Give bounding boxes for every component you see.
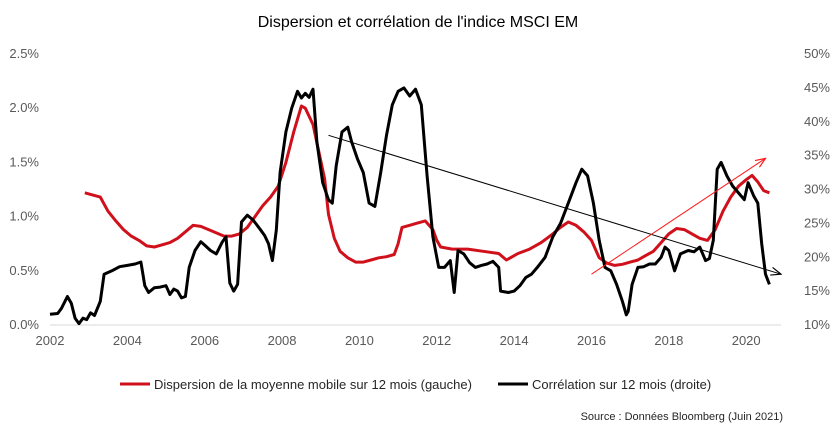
x-tick-label: 2012 (422, 333, 451, 348)
legend-label-dispersion: Dispersion de la moyenne mobile sur 12 m… (154, 377, 472, 392)
x-tick-label: 2006 (190, 333, 219, 348)
y-left-tick-label: 2.0% (9, 100, 39, 115)
y-left-tick-label: 0.0% (9, 317, 39, 332)
series-correlation-line (49, 86, 771, 326)
y-right-tick-label: 20% (804, 249, 830, 264)
y-right-tick-label: 40% (804, 114, 830, 129)
chart-title: Dispersion et corrélation de l'indice MS… (258, 14, 579, 31)
x-tick-label: 2016 (577, 333, 606, 348)
y-left-tick-label: 2.5% (9, 46, 39, 61)
y-right-tick-label: 45% (804, 80, 830, 95)
x-tick-label: 2018 (654, 333, 683, 348)
legend: Dispersion de la moyenne mobile sur 12 m… (120, 377, 711, 392)
x-tick-label: 2008 (268, 333, 297, 348)
y-right-tick-label: 35% (804, 148, 830, 163)
red-trend-arrow (591, 158, 765, 275)
series-dispersion-line (84, 104, 770, 267)
y-right-axis: 10% 15% 20% 25% 30% 35% 40% 45% 50% (804, 46, 830, 332)
plot-area (49, 86, 771, 326)
x-tick-label: 2002 (36, 333, 65, 348)
x-tick-label: 2020 (732, 333, 761, 348)
trend-arrows (328, 134, 781, 275)
y-right-tick-label: 15% (804, 283, 830, 298)
y-left-tick-label: 1.5% (9, 154, 39, 169)
y-right-tick-label: 25% (804, 215, 830, 230)
legend-label-correlation: Corrélation sur 12 mois (droite) (532, 377, 711, 392)
y-right-tick-label: 30% (804, 182, 830, 197)
y-left-tick-label: 0.5% (9, 263, 39, 278)
y-left-axis: 0.0% 0.5% 1.0% 1.5% 2.0% 2.5% (9, 46, 39, 332)
y-left-tick-label: 1.0% (9, 209, 39, 224)
source-note: Source : Données Bloomberg (Juin 2021) (581, 411, 783, 423)
y-right-tick-label: 50% (804, 46, 830, 61)
x-axis: 2002 2004 2006 2008 2010 2012 2014 2016 2018 2020 (36, 333, 761, 348)
x-tick-label: 2014 (500, 333, 529, 348)
black-trend-arrow (328, 134, 781, 274)
y-right-tick-label: 10% (804, 317, 830, 332)
x-tick-label: 2010 (345, 333, 374, 348)
x-tick-label: 2004 (113, 333, 142, 348)
